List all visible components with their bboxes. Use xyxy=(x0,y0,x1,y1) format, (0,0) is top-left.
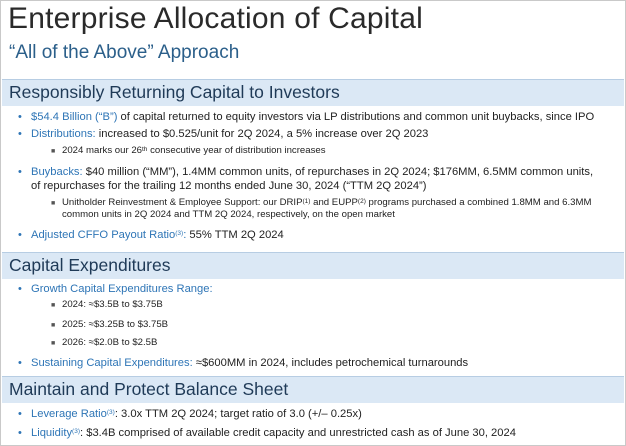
bullet-text: of capital returned to equity investors … xyxy=(117,111,595,123)
sub-bullet-text: 2024 marks our 26 xyxy=(62,145,142,156)
bullet-buybacks-line2: of repurchases for the trailing 12 month… xyxy=(31,180,427,192)
page-subtitle: “All of the Above” Approach xyxy=(9,42,240,63)
superscript: (2) xyxy=(357,198,366,205)
section-title: Capital Expenditures xyxy=(9,255,171,275)
section-title: Responsibly Returning Capital to Investo… xyxy=(9,82,340,102)
bullet-liquidity: Liquidity(3): $3.4B comprised of availab… xyxy=(31,426,516,440)
bullet-leverage-ratio: Leverage Ratio(3): 3.0x TTM 2Q 2024; tar… xyxy=(31,407,362,421)
bullet-text: : $3.4B comprised of available credit ca… xyxy=(80,427,516,439)
sub-bullet-icon: ■ xyxy=(51,200,56,207)
sub-bullet-text: programs purchased a combined 1.8MM and … xyxy=(365,197,592,208)
bullet-label-colon: : xyxy=(183,229,187,241)
bullet-icon: • xyxy=(18,229,22,241)
superscript: (3) xyxy=(106,409,115,416)
capex-range-2024: 2024: ≈$3.5B to $3.75B xyxy=(62,299,163,310)
sub-bullet-reinvestment-line2: common units in 2Q 2024 and TTM 2Q 2024,… xyxy=(62,209,395,220)
bullet-payout-ratio: Adjusted CFFO Payout Ratio(3): 55% TTM 2… xyxy=(31,228,284,242)
section-title: Maintain and Protect Balance Sheet xyxy=(9,379,289,399)
bullet-label: Sustaining Capital Expenditures: xyxy=(31,357,193,369)
bullet-icon: • xyxy=(18,166,22,178)
bullet-icon: • xyxy=(18,427,22,439)
bullet-text: $40 million (“MM”), 1.4MM common units, … xyxy=(82,166,594,178)
sub-bullet-reinvestment: Unitholder Reinvestment & Employee Suppo… xyxy=(62,197,591,209)
bullet-buybacks: Buybacks: $40 million (“MM”), 1.4MM comm… xyxy=(31,165,593,179)
page-title: Enterprise Allocation of Capital xyxy=(8,2,423,35)
bullet-icon: • xyxy=(18,408,22,420)
section-header-balance-sheet: Maintain and Protect Balance Sheet xyxy=(2,376,624,403)
sub-bullet-text: Unitholder Reinvestment & Employee Suppo… xyxy=(62,197,303,208)
superscript: (1) xyxy=(302,198,311,205)
section-header-capital-expenditures: Capital Expenditures xyxy=(2,252,624,279)
bullet-capital-returned: $54.4 Billion (“B”) of capital returned … xyxy=(31,110,594,124)
capex-range-2026: 2026: ≈$2.0B to $2.5B xyxy=(62,337,158,348)
bullet-growth-capex: Growth Capital Expenditures Range: xyxy=(31,282,213,296)
bullet-icon: • xyxy=(18,111,22,123)
sub-bullet-text: and EUPP xyxy=(310,197,358,208)
bullet-label: Growth Capital Expenditures Range: xyxy=(31,283,213,295)
sub-bullet-icon: ■ xyxy=(51,340,56,347)
bullet-icon: • xyxy=(18,128,22,140)
bullet-distributions: Distributions: increased to $0.525/unit … xyxy=(31,127,428,141)
bullet-label: Leverage Ratio xyxy=(31,408,107,420)
sub-bullet-icon: ■ xyxy=(51,322,56,329)
bullet-label: Buybacks: xyxy=(31,166,83,178)
bullet-sustaining-capex: Sustaining Capital Expenditures: ≈$600MM… xyxy=(31,356,468,370)
superscript: th xyxy=(142,146,148,153)
bullet-label: Adjusted CFFO Payout Ratio xyxy=(31,229,176,241)
bullet-text: ≈$600MM in 2024, includes petrochemical … xyxy=(192,357,469,369)
sub-bullet-distribution-increases: 2024 marks our 26th consecutive year of … xyxy=(62,145,326,157)
bullet-label: $54.4 Billion (“B”) xyxy=(31,111,118,123)
section-header-returning-capital: Responsibly Returning Capital to Investo… xyxy=(2,79,624,106)
bullet-icon: • xyxy=(18,357,22,369)
bullet-text: increased to $0.525/unit for 2Q 2024, a … xyxy=(95,128,429,140)
superscript: (3) xyxy=(72,428,80,435)
bullet-icon: • xyxy=(18,283,22,295)
bullet-text: 55% TTM 2Q 2024 xyxy=(186,229,284,241)
bullet-label: Liquidity xyxy=(31,427,73,439)
sub-bullet-icon: ■ xyxy=(51,302,56,309)
superscript: (3) xyxy=(175,230,184,237)
bullet-text: : 3.0x TTM 2Q 2024; target ratio of 3.0 … xyxy=(114,408,362,420)
capex-range-2025: 2025: ≈$3.25B to $3.75B xyxy=(62,319,169,330)
sub-bullet-text: consecutive year of distribution increas… xyxy=(147,145,326,156)
sub-bullet-icon: ■ xyxy=(51,148,56,155)
bullet-label: Distributions: xyxy=(31,128,96,140)
